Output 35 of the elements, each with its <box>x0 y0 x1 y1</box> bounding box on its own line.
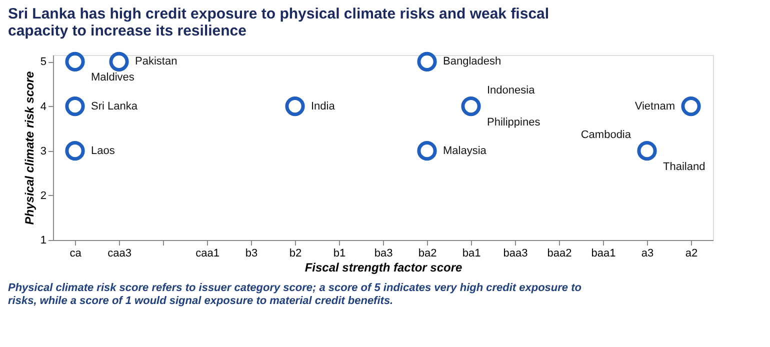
annotation: Laos <box>91 144 116 157</box>
x-tick-label: a3 <box>641 248 654 260</box>
annotation: Pakistan <box>135 56 178 68</box>
annotation: India <box>311 100 336 112</box>
annotation: Cambodia <box>580 128 632 141</box>
chart-title: Sri Lanka has high credit exposure to physical climate risks and weak fiscal capacity to increase its resilience <box>8 6 550 40</box>
x-tick-label: caa3 <box>108 248 132 260</box>
x-tick-label: ca <box>70 248 82 260</box>
x-tick-label: b1 <box>333 248 346 260</box>
y-tick-label: 4 <box>40 100 46 113</box>
x-tick-label: b2 <box>289 248 302 260</box>
x-tick-label: b3 <box>245 248 258 260</box>
annotation: Malaysia <box>443 144 488 157</box>
annotation: Indonesia <box>487 84 536 96</box>
y-tick-label: 5 <box>40 56 46 68</box>
y-tick-label: 1 <box>40 234 46 246</box>
annotation: Maldives <box>91 72 135 84</box>
x-tick-label: caa1 <box>196 248 220 260</box>
annotation: Thailand <box>663 160 706 173</box>
y-tick-label: 3 <box>40 145 46 158</box>
annotation: Philippines <box>487 116 541 128</box>
y-tick-label: 2 <box>40 190 46 202</box>
x-tick-label: baa2 <box>547 248 572 260</box>
annotation: Vietnam <box>634 100 675 112</box>
x-tick-label: a2 <box>685 248 698 260</box>
x-axis-title: Fiscal strength factor score <box>304 260 463 274</box>
annotation: Bangladesh <box>443 56 502 68</box>
text: Physical climate risk score refers to issuer category score; a score of 5 indicates very high credit exposure to risks, while a score of 1 would signal exposure to material credit benefits. <box>8 282 582 307</box>
x-tick-label: baa1 <box>591 248 616 260</box>
x-tick-label: ba3 <box>374 248 393 260</box>
x-tick-label: baa3 <box>503 248 528 260</box>
annotation: Sri Lanka <box>91 100 138 112</box>
y-axis-title: Physical climate risk score <box>22 70 36 225</box>
x-tick-label: ba2 <box>418 248 437 260</box>
x-tick-label: ba1 <box>462 248 481 260</box>
